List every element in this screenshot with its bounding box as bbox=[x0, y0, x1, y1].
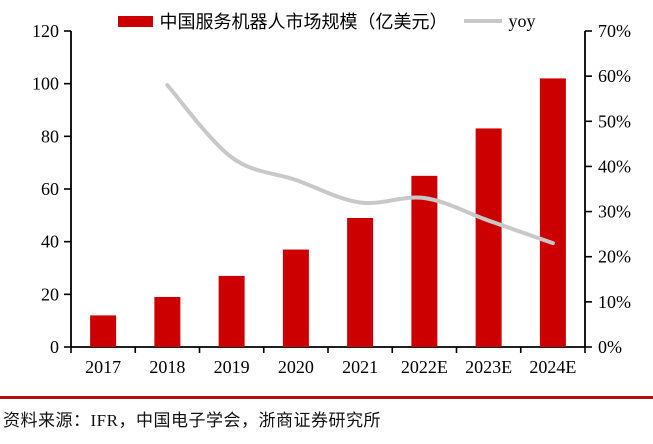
x-axis-label-2017: 2017 bbox=[85, 357, 121, 377]
left-axis-tick-label: 120 bbox=[32, 21, 59, 41]
bar-2024E bbox=[539, 78, 566, 348]
bar-2022E bbox=[411, 175, 438, 347]
left-axis-tick-label: 80 bbox=[41, 126, 59, 146]
x-axis-label-2020: 2020 bbox=[278, 357, 314, 377]
x-axis-label-2018: 2018 bbox=[149, 357, 185, 377]
legend-label-yoy: yoy bbox=[508, 10, 536, 31]
right-axis-tick-label: 20% bbox=[598, 247, 631, 267]
right-axis-tick-label: 0% bbox=[598, 337, 622, 357]
x-axis-label-2024E: 2024E bbox=[529, 357, 576, 377]
legend-line-swatch bbox=[463, 19, 502, 23]
right-axis-tick-label: 30% bbox=[598, 202, 631, 222]
source-note: 资料来源：IFR，中国电子学会，浙商证券研究所 bbox=[3, 411, 381, 430]
right-axis-tick-label: 70% bbox=[598, 21, 631, 41]
bar-2018 bbox=[154, 296, 181, 347]
divider bbox=[0, 396, 653, 399]
x-axis-label-2023E: 2023E bbox=[465, 357, 512, 377]
bar-2017 bbox=[90, 315, 117, 347]
left-axis-tick-label: 100 bbox=[32, 74, 59, 94]
right-axis-tick-label: 10% bbox=[598, 292, 631, 312]
left-axis-tick-label: 40 bbox=[41, 232, 59, 252]
yoy-line bbox=[165, 83, 555, 246]
x-axis-label-2019: 2019 bbox=[214, 357, 250, 377]
legend: 中国服务机器人市场规模（亿美元） yoy bbox=[0, 8, 653, 34]
x-axis-label-2022E: 2022E bbox=[401, 357, 448, 377]
left-axis-tick-label: 20 bbox=[41, 284, 59, 304]
right-axis-tick-label: 40% bbox=[598, 156, 631, 176]
legend-label-market-size: 中国服务机器人市场规模（亿美元） bbox=[159, 12, 448, 32]
left-axis-tick-label: 60 bbox=[41, 179, 59, 199]
legend-bar-swatch bbox=[117, 15, 153, 27]
legend-item-yoy: yoy bbox=[463, 10, 536, 32]
right-axis-tick-label: 60% bbox=[598, 66, 631, 86]
bar-2021 bbox=[347, 217, 374, 347]
legend-item-market-size: 中国服务机器人市场规模（亿美元） bbox=[117, 8, 448, 34]
bar-2019 bbox=[218, 275, 245, 347]
bar-2020 bbox=[282, 249, 309, 347]
x-axis-label-2021: 2021 bbox=[342, 357, 378, 377]
bar-line-chart: 0 20 40 60 80 100 120 0% 10% 20% 30% 40% 50% 60% 70% 20… bbox=[32, 21, 631, 377]
left-axis-tick-label: 0 bbox=[50, 337, 59, 357]
right-axis-tick-label: 50% bbox=[598, 111, 631, 131]
bar-2023E bbox=[475, 128, 502, 347]
